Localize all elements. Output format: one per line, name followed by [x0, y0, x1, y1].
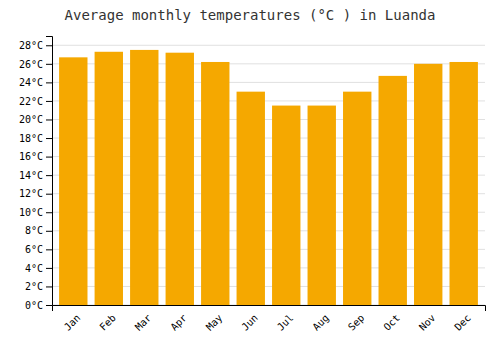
y-tick: 6°C — [25, 244, 52, 255]
y-tick-mark — [46, 268, 52, 269]
y-tick-mark — [46, 212, 52, 213]
y-tick-label: 10°C — [19, 207, 43, 218]
y-tick: 24°C — [19, 77, 52, 88]
x-tick-label: Aug — [310, 312, 331, 333]
bar — [237, 92, 265, 305]
y-tick-label: 0°C — [25, 300, 43, 311]
title: Average monthly temperatures (°C ) in Lu… — [65, 7, 436, 23]
x-tick: Dec — [452, 312, 473, 333]
x-tick: Jun — [239, 312, 260, 333]
y-tick-label: 20°C — [19, 114, 43, 125]
y-tick-label: 18°C — [19, 133, 43, 144]
bar — [272, 106, 300, 305]
y-tick-label: 2°C — [25, 281, 43, 292]
y-tick-label: 6°C — [25, 244, 43, 255]
bar — [450, 62, 478, 305]
x-tick: Sep — [346, 312, 367, 333]
y-tick-label: 22°C — [19, 96, 43, 107]
y-tick: 8°C — [25, 225, 52, 236]
y-tick: 22°C — [19, 96, 52, 107]
x-tick: Jan — [62, 312, 83, 333]
y-tick: 28°C — [19, 40, 52, 51]
bars — [59, 50, 478, 305]
y-tick: 12°C — [19, 188, 52, 199]
y-tick-label: 12°C — [19, 188, 43, 199]
y-tick-mark — [46, 119, 52, 120]
y-tick-mark — [46, 101, 52, 102]
y-tick-label: 14°C — [19, 170, 43, 181]
y-tick-mark — [46, 82, 52, 83]
y-tick: 26°C — [19, 59, 52, 70]
bar — [95, 52, 123, 305]
y-tick-mark — [46, 175, 52, 176]
y-tick: 4°C — [25, 263, 52, 274]
bar — [308, 106, 336, 305]
y-tick-mark — [46, 286, 52, 287]
x-tick: Feb — [97, 312, 118, 333]
x-tick-label: Dec — [452, 312, 473, 333]
y-tick: 16°C — [19, 151, 52, 162]
y-tick-mark — [46, 249, 52, 250]
y-tick-mark — [46, 305, 52, 306]
x-axis: Jan Feb Mar Apr May Jun Jul Aug Sep Oct Nov Dec — [53, 306, 486, 333]
x-tick: Apr — [168, 312, 189, 333]
y-axis-line — [46, 37, 53, 306]
y-tick-mark — [46, 194, 52, 195]
x-tick: Oct — [381, 312, 402, 333]
x-tick: Aug — [310, 312, 331, 333]
x-tick-label: Jan — [62, 312, 83, 333]
grid-line — [52, 45, 485, 46]
x-tick-label: Nov — [417, 312, 438, 333]
x-tick: Jul — [275, 312, 296, 333]
y-axis: 0°C 2°C 4°C 6°C 8°C 10°C 12°C 14°C 16°C 18°C 20°C 2… — [19, 37, 53, 311]
y-tick: 2°C — [25, 281, 52, 292]
x-tick: May — [204, 312, 225, 333]
bar — [201, 62, 229, 305]
x-tick-label: May — [204, 312, 225, 333]
y-tick-mark — [46, 231, 52, 232]
y-tick-label: 28°C — [19, 40, 43, 51]
x-tick-label: Apr — [168, 312, 189, 333]
grid — [52, 45, 485, 305]
chart: 0°C 2°C 4°C 6°C 8°C 10°C 12°C 14°C 16°C 18°C 20°C 2… — [0, 0, 500, 350]
x-tick: Nov — [417, 312, 438, 333]
y-tick-label: 16°C — [19, 151, 43, 162]
bar — [130, 50, 158, 305]
x-axis-line — [53, 306, 486, 312]
bar — [414, 64, 442, 305]
y-tick: 0°C — [25, 300, 52, 311]
y-tick: 20°C — [19, 114, 52, 125]
bar — [166, 53, 194, 305]
x-tick-label: Jun — [239, 312, 260, 333]
y-tick-mark — [46, 64, 52, 65]
y-tick: 10°C — [19, 207, 52, 218]
y-tick-mark — [46, 138, 52, 139]
y-tick: 14°C — [19, 170, 52, 181]
plot: 0°C 2°C 4°C 6°C 8°C 10°C 12°C 14°C 16°C 18°C 20°C 2… — [19, 37, 486, 333]
y-tick-mark — [46, 157, 52, 158]
bar — [379, 76, 407, 305]
x-tick: Mar — [133, 312, 154, 333]
x-tick-label: Mar — [133, 312, 154, 333]
y-tick-label: 4°C — [25, 263, 43, 274]
bar — [59, 57, 87, 305]
y-tick-label: 8°C — [25, 225, 43, 236]
y-tick-label: 24°C — [19, 77, 43, 88]
y-tick-mark — [46, 45, 52, 46]
x-tick-label: Feb — [97, 312, 118, 333]
y-tick-label: 26°C — [19, 59, 43, 70]
x-tick-label: Jul — [275, 312, 296, 333]
x-tick-label: Oct — [381, 312, 402, 333]
x-tick-label: Sep — [346, 312, 367, 333]
bar — [343, 92, 371, 305]
y-tick: 18°C — [19, 133, 52, 144]
